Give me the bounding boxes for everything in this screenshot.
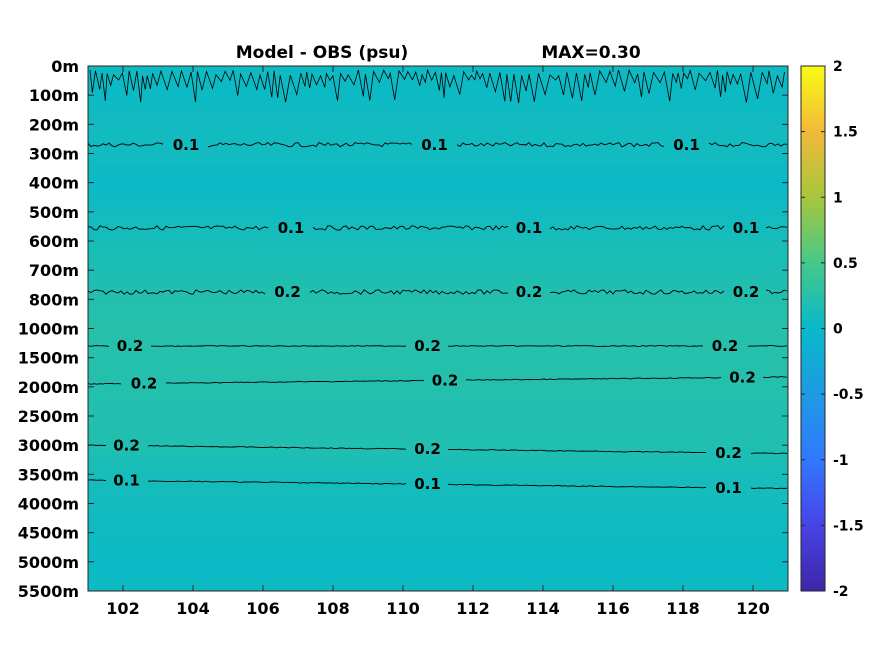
contour-line	[549, 225, 725, 231]
x-tick-label: 110	[386, 599, 419, 618]
y-tick-label: 200m	[29, 115, 79, 134]
x-tick-label: 104	[176, 599, 209, 618]
colorbar-tick-label: -2	[833, 584, 849, 600]
contour-line-surface	[89, 68, 785, 104]
colorbar-tick-label: 1	[833, 190, 843, 206]
contour-label: 0.2	[117, 337, 144, 355]
colorbar-tick-label: 2	[833, 59, 843, 75]
contour-line	[447, 345, 704, 347]
contour-labels: 0.1 0.1 0.1 0.1 0.1 0.1 0.2 0.2 0.2 0.2 0.2 0.2 0.2 0…	[113, 136, 759, 497]
contour-line	[87, 345, 110, 347]
x-tick-label: 114	[526, 599, 559, 618]
y-axis: 0m 100m 200m 300m 400m 500m 600m 700m 800m 1000m 1…	[18, 57, 788, 601]
y-tick-label: 700m	[29, 261, 79, 280]
y-tick-label: 5000m	[18, 553, 79, 572]
contour-label: 0.2	[712, 337, 739, 355]
y-tick-label: 2500m	[18, 407, 79, 426]
contour-line	[87, 479, 107, 482]
contour-label: 0.2	[516, 283, 543, 301]
max-value-label: MAX=0.30	[541, 43, 641, 63]
contour-label: 0.1	[715, 479, 742, 497]
colorbar-tick-label: 1.5	[833, 125, 858, 141]
y-tick-label: 4500m	[18, 524, 79, 543]
y-tick-label: 600m	[29, 232, 79, 251]
contour-line	[150, 345, 407, 347]
x-tick-label: 108	[316, 599, 349, 618]
y-tick-label: 400m	[29, 174, 79, 193]
x-axis: 102 104 106 108 110 112 114 116 118 120	[106, 66, 770, 618]
contour-line	[447, 448, 707, 453]
contour-line	[549, 289, 725, 295]
contour-line	[147, 445, 407, 450]
contour-label: 0.2	[414, 440, 441, 458]
y-tick-label: 4000m	[18, 495, 79, 514]
contour-label: 0.1	[516, 219, 543, 237]
contour-line	[87, 225, 269, 231]
y-tick-label: 5500m	[18, 582, 79, 601]
x-tick-label: 102	[106, 599, 139, 618]
contour-line	[750, 487, 788, 489]
contour-label: 0.1	[733, 219, 760, 237]
contour-line	[750, 452, 788, 455]
contour-label: 0.2	[274, 283, 301, 301]
contour-label: 0.2	[113, 437, 140, 455]
contour-line	[747, 345, 788, 347]
chart-title: Model - OBS (psu)	[236, 43, 409, 63]
y-tick-label: 500m	[29, 203, 79, 222]
colorbar-ticks: 2 1.5 1 0.5 0 -0.5 -1 -1.5 -2	[801, 59, 864, 600]
y-tick-label: 0m	[51, 57, 79, 76]
x-tick-label: 118	[666, 599, 699, 618]
contour-line	[466, 376, 722, 381]
contour-line	[312, 225, 509, 231]
contour-label: 0.1	[278, 219, 305, 237]
contour-label: 0.2	[131, 374, 158, 392]
contour-line	[762, 376, 788, 378]
contour-line	[87, 289, 266, 295]
x-tick-label: 106	[246, 599, 279, 618]
contour-label: 0.2	[729, 368, 756, 386]
colorbar-tick-label: -0.5	[833, 387, 864, 403]
contour-line	[765, 289, 788, 295]
x-tick-label: 112	[456, 599, 489, 618]
y-tick-label: 800m	[29, 290, 79, 309]
contour-line	[708, 142, 788, 148]
contour-label: 0.2	[432, 371, 459, 389]
contour-line	[87, 142, 164, 148]
y-tick-label: 3000m	[18, 436, 79, 455]
colorbar-tick-label: 0.5	[833, 256, 858, 272]
y-tick-label: 3500m	[18, 465, 79, 484]
contour-line	[87, 382, 122, 385]
colorbar-tick-label: 0	[833, 322, 843, 338]
contour-label: 0.1	[673, 136, 700, 154]
colorbar: 2 1.5 1 0.5 0 -0.5 -1 -1.5 -2	[800, 59, 864, 600]
colorbar-tick-label: -1.5	[833, 518, 864, 534]
contour-line	[447, 483, 707, 489]
contour-lines	[87, 68, 788, 489]
contour-label: 0.1	[173, 136, 200, 154]
contour-line	[456, 141, 665, 148]
contour-line	[147, 480, 407, 485]
x-tick-label: 120	[736, 599, 769, 618]
contour-line	[309, 289, 509, 295]
y-tick-label: 300m	[29, 145, 79, 164]
contour-label: 0.1	[421, 136, 448, 154]
contour-label: 0.1	[113, 472, 140, 490]
contour-label: 0.2	[733, 283, 760, 301]
y-tick-label: 1000m	[18, 320, 79, 339]
x-tick-label: 116	[596, 599, 629, 618]
contour-label: 0.2	[414, 337, 441, 355]
y-tick-label: 1500m	[18, 349, 79, 368]
contour-label: 0.2	[715, 444, 742, 462]
colorbar-tick-label: -1	[833, 453, 849, 469]
y-tick-label: 100m	[29, 86, 79, 105]
plot-area: 0.1 0.1 0.1 0.1 0.1 0.1 0.2 0.2 0.2 0.2 0.2 0.2 0.2 0…	[87, 65, 789, 592]
contour-line	[165, 379, 425, 384]
contour-line	[765, 226, 788, 230]
contour-line	[207, 142, 413, 148]
heatmap-field	[88, 66, 788, 591]
y-tick-label: 2000m	[18, 378, 79, 397]
contour-label: 0.1	[414, 475, 441, 493]
